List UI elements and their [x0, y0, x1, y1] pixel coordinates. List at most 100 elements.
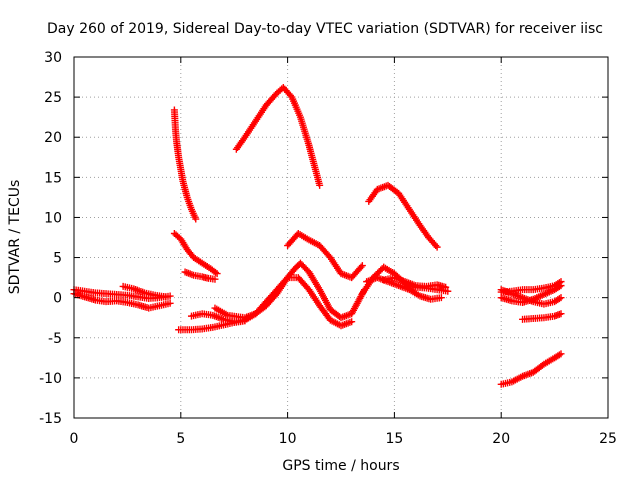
data-point: [437, 294, 445, 302]
data-point-fill: [208, 266, 220, 276]
series-arc-midday-c: [284, 229, 366, 282]
data-point-fill: [275, 85, 286, 96]
y-tick-label: 0: [53, 291, 62, 307]
data-point-fill: [264, 91, 280, 108]
grid-lines: [74, 57, 608, 418]
data-point-fill: [382, 264, 397, 277]
data-point-fill: [306, 287, 322, 308]
data-point-fill: [366, 187, 380, 204]
data-point-fill: [396, 191, 412, 212]
series-arc-peak: [232, 83, 324, 189]
data-point-fill: [552, 279, 563, 289]
y-tick-labels: -15 -10 -5 0 5 10 15 20 25 30: [39, 50, 62, 427]
data-point-fill: [349, 299, 361, 316]
series-arc-midday-a: [211, 259, 368, 322]
x-tick-label: 10: [279, 431, 297, 447]
data-point-fill: [297, 115, 312, 147]
x-axis-label: GPS time / hours: [282, 458, 399, 474]
y-tick-label: 5: [53, 251, 62, 267]
data-point-fill: [253, 103, 269, 123]
data-point-fill: [281, 85, 294, 100]
data-point: [557, 278, 565, 286]
plot-frame: [73, 56, 609, 419]
data-point: [166, 299, 174, 307]
data-point-fill: [200, 260, 213, 272]
data-point-fill: [306, 270, 323, 292]
data-point-fill: [178, 237, 190, 252]
y-axis-label: SDTVAR / TECUs: [7, 180, 23, 295]
data-point-fill: [510, 373, 525, 385]
series-arc-decay: [170, 229, 221, 278]
series-arc-late-b: [497, 282, 565, 306]
data-point-fill: [296, 231, 311, 243]
data-point-fill: [305, 143, 319, 171]
axis-ticks: [73, 56, 609, 419]
data-point-fill: [298, 261, 312, 275]
data-point-fill: [200, 273, 211, 282]
data-point-fill: [552, 310, 563, 320]
data-point: [316, 181, 324, 189]
data-point: [211, 275, 219, 283]
data-point: [166, 292, 174, 300]
data-point-fill: [175, 155, 184, 171]
data-point-fill: [242, 119, 258, 139]
data-point-fill: [312, 167, 323, 187]
data-point: [557, 350, 565, 358]
series-arc-late-d: [519, 310, 565, 323]
data-point: [557, 294, 565, 302]
data-point-fill: [253, 299, 269, 316]
data-point-fill: [173, 139, 182, 159]
series-arc-early-2: [70, 290, 174, 312]
data-point: [557, 310, 565, 318]
y-tick-label: -10: [39, 371, 62, 387]
data-point-fill: [188, 207, 199, 221]
series-arc-afternoon-a: [365, 181, 441, 251]
data-point-fill: [264, 291, 280, 308]
data-point: [444, 287, 452, 295]
data-point-fill: [386, 183, 401, 196]
data-point-fill: [213, 305, 230, 318]
data-point-fill: [328, 317, 343, 329]
series-arc-short: [181, 268, 219, 283]
series-arc-late-c: [497, 278, 565, 296]
data-point-fill: [552, 283, 563, 293]
data-point-fill: [531, 291, 546, 302]
x-tick-label: 25: [599, 431, 617, 447]
y-tick-label: 20: [44, 130, 62, 146]
data-point-fill: [317, 303, 333, 323]
y-tick-label: -15: [39, 411, 62, 427]
series-arc-low: [175, 317, 249, 334]
series-arc-afternoon-c: [363, 274, 445, 303]
x-tick-label: 15: [385, 431, 403, 447]
x-tick-labels: 0 5 10 15 20 25: [70, 431, 617, 447]
data-point-fill: [177, 167, 187, 183]
data-point-fill: [184, 247, 196, 260]
data-point-fill: [552, 351, 563, 361]
data-point-fill: [289, 95, 304, 119]
series-arc-late-e: [497, 350, 565, 388]
data-point-fill: [349, 263, 365, 280]
data-point-fill: [328, 255, 344, 276]
data-point-fill: [179, 179, 191, 199]
x-tick-label: 5: [176, 431, 185, 447]
x-tick-label: 20: [492, 431, 510, 447]
series-arc-spike: [170, 106, 200, 223]
series-arc-afternoon-d: [380, 274, 450, 291]
data-point: [442, 283, 450, 291]
data-point: [433, 243, 441, 251]
data-point-fill: [407, 207, 423, 228]
y-tick-label: 25: [44, 90, 62, 106]
data-point-fill: [192, 272, 204, 280]
data-point-fill: [542, 286, 557, 298]
y-tick-label: 30: [44, 50, 62, 66]
data-point-fill: [234, 135, 248, 152]
data-point-fill: [417, 223, 431, 240]
data-point-fill: [317, 287, 333, 312]
series-arc-midday-b: [241, 274, 356, 330]
data-point: [358, 262, 366, 270]
data-point-fill: [274, 275, 290, 292]
y-tick-label: 10: [44, 210, 62, 226]
data-point: [162, 293, 170, 301]
data-point-fill: [426, 235, 440, 250]
